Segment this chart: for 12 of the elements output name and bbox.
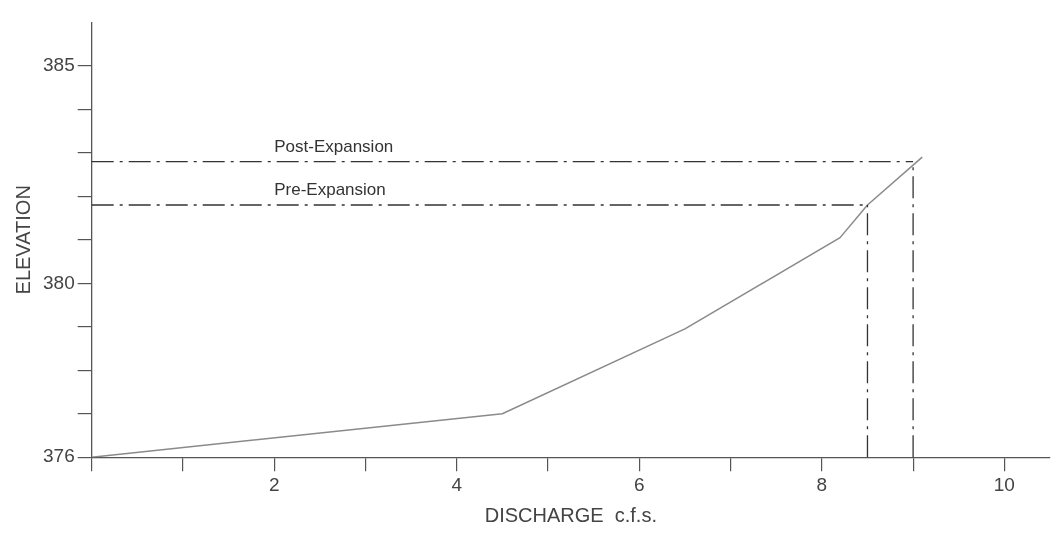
x-tick-label: 4 — [451, 473, 463, 495]
x-tick-label: 10 — [993, 473, 1015, 495]
y-tick-label: 376 — [43, 445, 75, 467]
y-axis-title: ELEVATION — [11, 185, 34, 295]
y-tick-label: 380 — [43, 271, 75, 293]
x-tick-label: 8 — [816, 473, 828, 495]
ref-line-label: Pre-Expansion — [274, 180, 386, 200]
ref-line-label: Post-Expansion — [274, 136, 394, 156]
y-tick-label: 385 — [43, 54, 75, 76]
x-axis-title: DISCHARGE c.f.s. — [484, 503, 657, 526]
x-tick-label: 6 — [634, 473, 645, 495]
x-tick-label: 2 — [268, 473, 280, 495]
